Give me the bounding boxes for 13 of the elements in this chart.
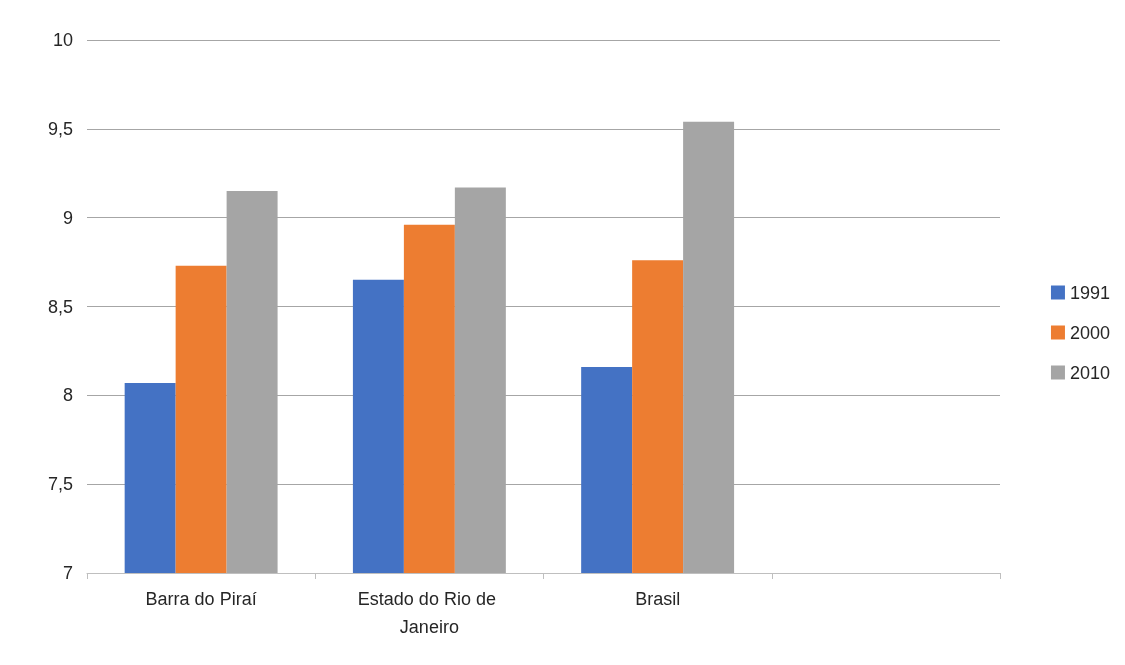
y-tick-label: 7,5 <box>47 474 73 495</box>
x-tick-label: Brasil <box>635 589 681 609</box>
y-tick-label: 7 <box>62 563 73 583</box>
x-tick-label: Estado do Rio de Janeiro <box>357 589 501 637</box>
y-tick-label: 9 <box>62 207 73 228</box>
y-tick-label: 8,5 <box>47 296 73 317</box>
x-tick-label: Barra do Piraí <box>145 589 257 609</box>
legend-label: 2000 <box>1069 322 1110 343</box>
legend-label: 2010 <box>1069 362 1110 383</box>
y-tick-label: 10 <box>52 30 73 50</box>
legend-label: 1991 <box>1069 282 1110 303</box>
y-tick-label: 8 <box>62 385 73 406</box>
y-tick-label: 9,5 <box>47 118 73 139</box>
